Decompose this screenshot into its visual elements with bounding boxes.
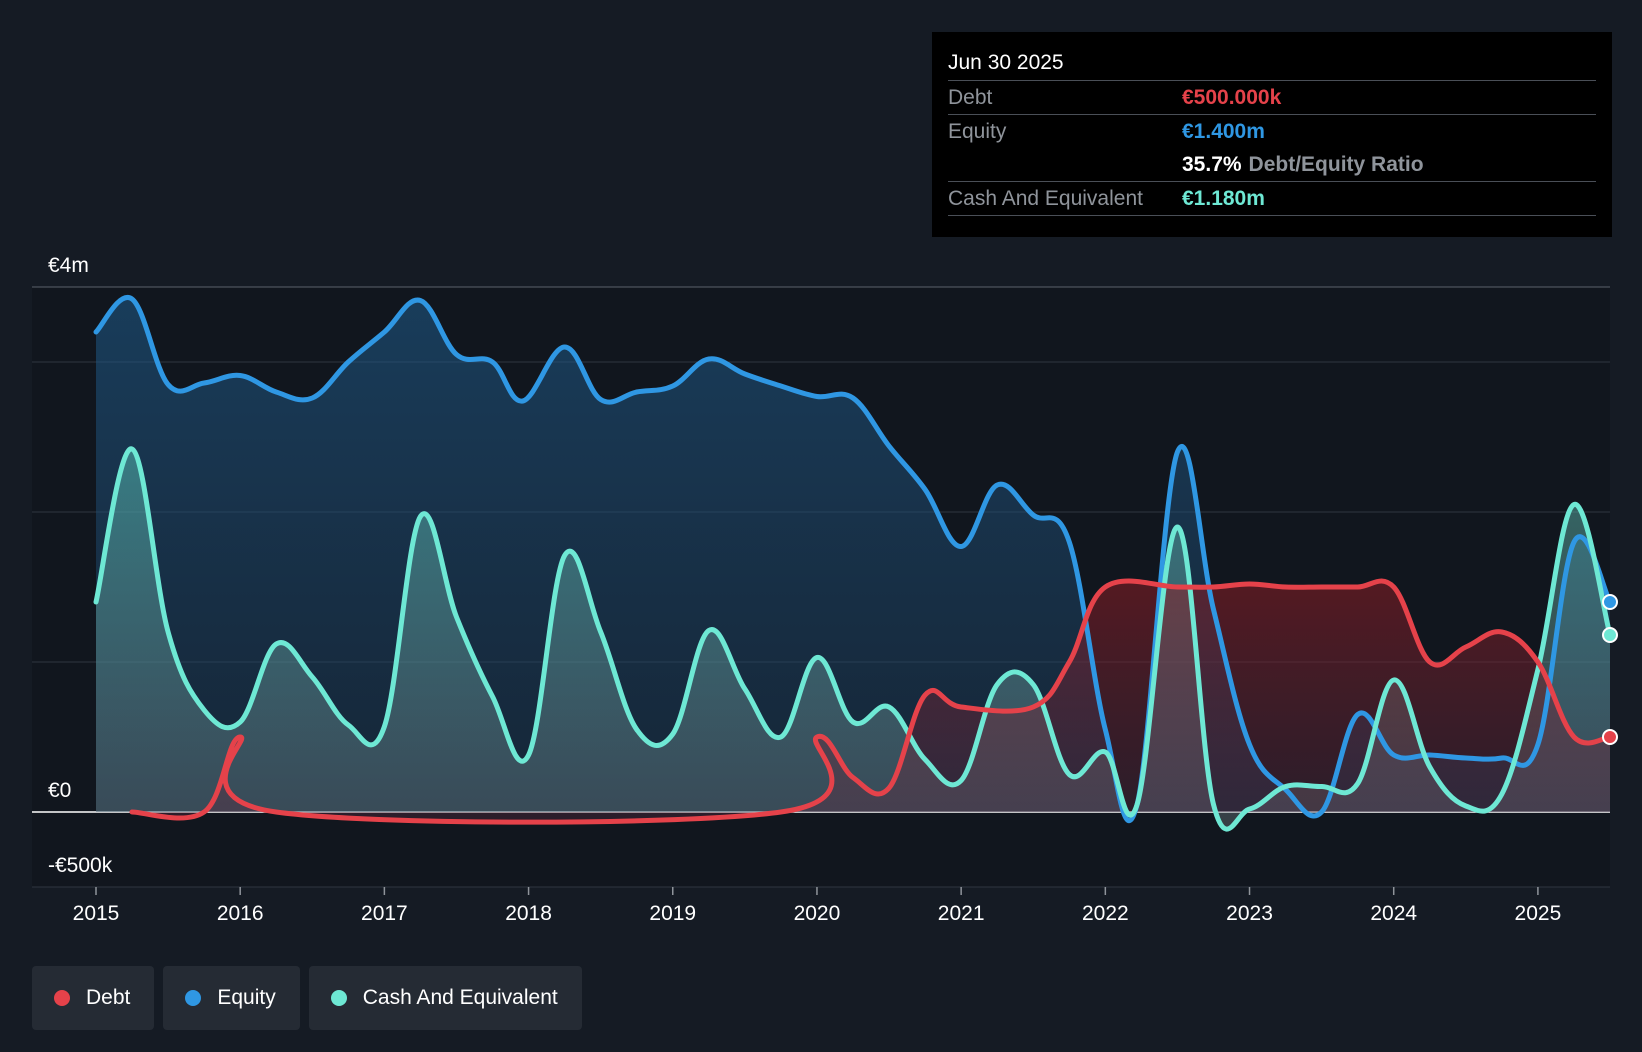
x-axis-labels: 2015 2016 2017 2018 2019 2020 2021 2022 2023 2024…: [73, 887, 1562, 925]
line-equity: [93, 295, 1613, 824]
tooltip-cash-row: Cash And Equivalent €1.180m: [948, 181, 1596, 216]
y-tick-label: €0: [48, 779, 71, 802]
x-tick-label: 2023: [1226, 902, 1273, 925]
tooltip-cash-value: €1.180m: [1182, 186, 1265, 210]
legend-item-equity[interactable]: Equity: [163, 966, 300, 1030]
legend-dot-equity: [185, 990, 202, 1006]
x-tick-label: 2025: [1515, 902, 1562, 925]
end-marker-debt: [1602, 729, 1618, 745]
x-tick-label: 2020: [794, 902, 841, 925]
area-debt: [132, 581, 1610, 823]
x-tick-label: 2017: [361, 902, 408, 925]
area-cash-and-equivalent: [96, 448, 1610, 830]
tooltip-debt-label: Debt: [948, 85, 993, 109]
end-marker-equity: [1602, 594, 1618, 610]
legend-label-cash: Cash And Equivalent: [362, 986, 558, 1009]
tooltip-cash-label: Cash And Equivalent: [948, 186, 1143, 210]
tooltip-ratio-value: 35.7%: [1182, 152, 1242, 176]
y-tick-label: -€500k: [48, 854, 113, 877]
tooltip-equity-row: Equity €1.400m: [948, 114, 1596, 148]
x-tick-label: 2021: [938, 902, 985, 925]
tooltip-equity-value: €1.400m: [1182, 119, 1265, 143]
line-cash-and-equivalent: [93, 446, 1613, 832]
x-tick-label: 2016: [217, 902, 264, 925]
y-axis-labels: €4m €0 -€500k: [48, 254, 113, 877]
tooltip-ratio-row: 35.7% Debt/Equity Ratio: [948, 148, 1596, 181]
x-tick-label: 2024: [1370, 902, 1417, 925]
data-tooltip: Jun 30 2025 Debt €500.000k Equity €1.400…: [932, 32, 1612, 237]
x-tick-label: 2018: [505, 902, 552, 925]
end-marker-cash-and-equivalent: [1602, 627, 1618, 643]
x-tick-label: 2019: [649, 902, 696, 925]
chart-legend: Debt Equity Cash And Equivalent: [32, 966, 582, 1030]
line-debt: [129, 578, 1613, 825]
tooltip-equity-label: Equity: [948, 119, 1007, 143]
x-tick-label: 2022: [1082, 902, 1129, 925]
legend-item-cash[interactable]: Cash And Equivalent: [308, 966, 582, 1030]
tooltip-debt-value: €500.000k: [1182, 85, 1282, 109]
x-tick-label: 2015: [73, 902, 120, 925]
legend-label-equity: Equity: [217, 986, 276, 1009]
series-lines: [93, 295, 1613, 832]
tooltip-debt-row: Debt €500.000k: [948, 80, 1596, 114]
legend-item-debt[interactable]: Debt: [32, 966, 155, 1030]
y-tick-label: €4m: [48, 254, 89, 277]
tooltip-ratio-label: Debt/Equity Ratio: [1248, 152, 1424, 176]
legend-dot-cash: [330, 990, 347, 1006]
legend-label-debt: Debt: [86, 986, 131, 1009]
end-markers: [1602, 594, 1618, 745]
tooltip-date: Jun 30 2025: [948, 51, 1064, 74]
legend-dot-debt: [54, 990, 70, 1006]
